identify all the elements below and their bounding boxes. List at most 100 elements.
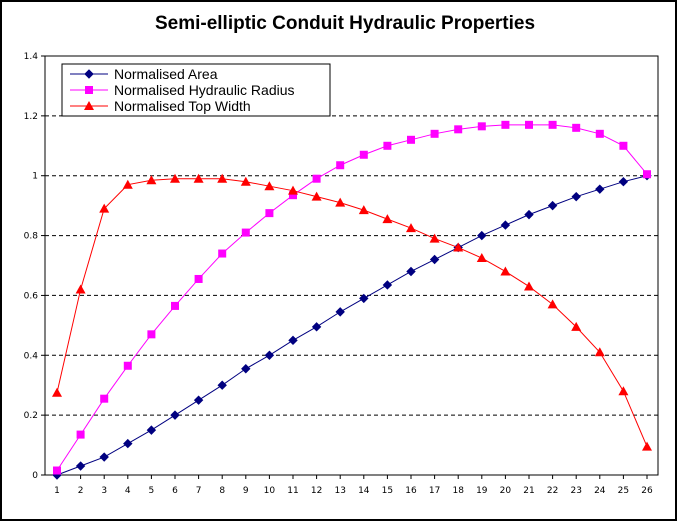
data-point — [406, 223, 416, 233]
y-tick-label: 1 — [32, 172, 38, 182]
data-point — [619, 141, 628, 150]
data-point — [477, 230, 487, 241]
data-point — [193, 173, 204, 183]
data-point — [146, 425, 157, 435]
x-tick-label: 22 — [547, 486, 558, 496]
x-tick-labels: 1 2 3 4 5 6 7 8 9 10 11 12 13 14 15 16 17 18 19 20 21 22 23 24 2… — [54, 486, 653, 496]
data-point — [99, 452, 109, 462]
y-tick-label: 0.8 — [24, 232, 39, 242]
x-tick-label: 24 — [594, 486, 606, 496]
x-tick-label: 13 — [334, 486, 345, 496]
data-point — [571, 321, 582, 331]
data-point — [359, 293, 369, 304]
x-tick-label: 12 — [311, 486, 322, 496]
data-point — [525, 120, 533, 129]
data-point — [501, 120, 510, 129]
data-point — [477, 122, 486, 131]
x-tick-label: 1 — [54, 486, 60, 496]
x-tick-label: 10 — [264, 486, 276, 496]
data-point — [76, 430, 85, 439]
data-point — [311, 191, 322, 201]
x-tick-label: 6 — [172, 486, 178, 496]
data-point — [642, 441, 652, 451]
data-point — [100, 394, 109, 403]
y-tick-label: 0.6 — [24, 291, 39, 301]
series-line — [56, 175, 648, 476]
x-tick-label: 4 — [125, 486, 131, 496]
data-point — [571, 191, 581, 202]
legend-entry: Normalised Top Width — [70, 98, 251, 114]
axes — [41, 55, 659, 479]
data-point — [52, 387, 62, 397]
x-tick-label: 14 — [358, 486, 370, 496]
series — [52, 120, 652, 480]
data-point — [572, 123, 581, 132]
chart-title: Semi-elliptic Conduit Hydraulic Properti… — [155, 13, 535, 34]
legend-marker — [84, 69, 94, 79]
data-point — [217, 380, 227, 390]
data-point — [123, 361, 132, 370]
data-point — [406, 266, 416, 277]
x-tick-label: 8 — [219, 486, 225, 496]
data-point — [335, 307, 345, 317]
legend-label: Normalised Top Width — [114, 98, 251, 114]
data-point — [147, 330, 156, 339]
data-point — [170, 410, 180, 420]
data-point — [336, 161, 345, 170]
x-tick-label: 25 — [618, 486, 629, 496]
data-point — [547, 200, 558, 211]
y-tick-label: 0.4 — [24, 351, 39, 361]
y-tick-label: 0.2 — [24, 411, 38, 421]
data-point — [595, 184, 605, 194]
data-point — [75, 461, 86, 471]
x-tick-label: 23 — [570, 486, 581, 496]
data-point — [122, 179, 133, 189]
series-line — [56, 178, 648, 447]
data-point — [382, 214, 393, 224]
y-tick-label: 0 — [32, 471, 38, 481]
data-point — [500, 266, 511, 276]
data-point — [218, 249, 227, 258]
data-point — [359, 150, 368, 159]
data-point — [547, 299, 558, 309]
data-point — [217, 173, 228, 183]
legend-marker — [84, 101, 94, 110]
data-point — [240, 176, 251, 186]
data-point — [407, 135, 415, 144]
data-point — [241, 228, 250, 237]
data-point — [171, 301, 179, 310]
data-point — [288, 185, 298, 195]
data-point — [476, 253, 487, 263]
x-tick-label: 7 — [196, 486, 202, 496]
legend-label: Normalised Area — [114, 66, 218, 82]
x-tick-label: 15 — [382, 486, 393, 496]
data-point — [265, 209, 274, 218]
x-tick-label: 17 — [429, 486, 440, 496]
data-point — [193, 395, 204, 405]
data-point — [146, 175, 157, 185]
data-point — [500, 220, 511, 230]
data-point — [335, 197, 346, 207]
data-point — [429, 254, 440, 265]
data-point — [311, 322, 322, 332]
data-point — [53, 466, 61, 475]
series-1 — [52, 171, 652, 480]
plot-area — [44, 55, 659, 476]
data-point — [595, 129, 604, 138]
data-point — [123, 438, 133, 449]
data-point — [382, 280, 393, 290]
data-point — [241, 364, 251, 374]
data-point — [594, 347, 605, 357]
data-point — [289, 191, 297, 200]
x-tick-label: 21 — [523, 486, 534, 496]
x-tick-label: 2 — [78, 486, 84, 496]
data-point — [170, 173, 180, 183]
x-tick-label: 5 — [149, 486, 155, 496]
x-tick-label: 3 — [101, 486, 107, 496]
data-point — [618, 176, 629, 187]
x-tick-label: 11 — [287, 486, 298, 496]
data-point — [264, 350, 275, 360]
y-tick-labels: 0 0.2 0.4 0.6 0.8 1 1.2 1.4 — [24, 52, 39, 481]
